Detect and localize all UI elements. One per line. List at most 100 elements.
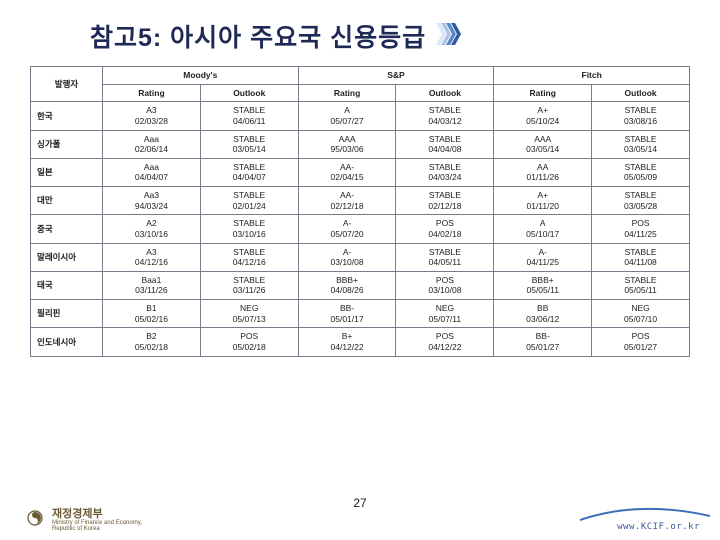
cell-value: AA- — [301, 190, 394, 201]
cell-date: 03/10/08 — [301, 257, 394, 268]
cell-value: POS — [398, 275, 491, 286]
value-cell: NEG05/07/13 — [200, 300, 298, 328]
value-cell: BBB+04/08/26 — [298, 271, 396, 299]
cell-value: Baa1 — [105, 275, 198, 286]
cell-value: A- — [301, 247, 394, 258]
value-cell: B205/02/18 — [103, 328, 201, 356]
cell-date: 03/05/14 — [496, 144, 589, 155]
cell-value: NEG — [203, 303, 296, 314]
cell-value: A2 — [105, 218, 198, 229]
footer-url: www.KCIF.or.kr — [617, 522, 700, 532]
cell-value: STABLE — [203, 105, 296, 116]
value-cell: STABLE03/05/28 — [592, 187, 690, 215]
cell-date: 03/10/08 — [398, 285, 491, 296]
value-cell: STABLE04/12/16 — [200, 243, 298, 271]
value-cell: BBB+05/05/11 — [494, 271, 592, 299]
table-row: 태국Baa103/11/26STABLE03/11/26BBB+04/08/26… — [31, 271, 690, 299]
cell-date: 02/06/14 — [105, 144, 198, 155]
value-cell: STABLE02/12/18 — [396, 187, 494, 215]
cell-value: Aaa — [105, 134, 198, 145]
value-cell: B105/02/16 — [103, 300, 201, 328]
cell-value: STABLE — [594, 134, 687, 145]
cell-date: 05/07/20 — [301, 229, 394, 240]
sub-outlook-2: Outlook — [592, 84, 690, 102]
cell-value: A — [496, 218, 589, 229]
header-agency-sp: S&P — [298, 67, 494, 85]
cell-date: 05/07/11 — [398, 314, 491, 325]
cell-date: 04/04/08 — [398, 144, 491, 155]
title-bar: 참고5: 아시아 주요국 신용등급 — [0, 0, 720, 60]
cell-date: 01/11/26 — [496, 172, 589, 183]
cell-date: 04/04/07 — [203, 172, 296, 183]
value-cell: NEG05/07/11 — [396, 300, 494, 328]
title-accent-icon — [436, 23, 462, 50]
cell-date: 05/07/13 — [203, 314, 296, 325]
cell-value: STABLE — [398, 162, 491, 173]
value-cell: STABLE02/01/24 — [200, 187, 298, 215]
value-cell: STABLE05/05/09 — [592, 158, 690, 186]
cell-date: 02/01/24 — [203, 201, 296, 212]
value-cell: STABLE04/04/07 — [200, 158, 298, 186]
cell-date: 02/12/18 — [398, 201, 491, 212]
cell-value: Aaa — [105, 162, 198, 173]
ratings-table: 발행자 Moody's S&P Fitch Rating Outlook Rat… — [30, 66, 690, 357]
cell-value: A+ — [496, 105, 589, 116]
cell-date: 01/11/20 — [496, 201, 589, 212]
value-cell: STABLE03/11/26 — [200, 271, 298, 299]
value-cell: A+01/11/20 — [494, 187, 592, 215]
cell-value: POS — [594, 331, 687, 342]
cell-date: 04/12/16 — [203, 257, 296, 268]
cell-date: 02/04/15 — [301, 172, 394, 183]
cell-value: BBB+ — [301, 275, 394, 286]
cell-value: AA- — [301, 162, 394, 173]
value-cell: POS04/11/25 — [592, 215, 690, 243]
cell-date: 03/05/14 — [594, 144, 687, 155]
cell-value: STABLE — [203, 162, 296, 173]
cell-date: 04/03/12 — [398, 116, 491, 127]
cell-value: BB- — [301, 303, 394, 314]
cell-value: STABLE — [398, 247, 491, 258]
value-cell: A-04/11/25 — [494, 243, 592, 271]
cell-date: 03/11/26 — [203, 285, 296, 296]
value-cell: Aaa04/04/07 — [103, 158, 201, 186]
value-cell: NEG05/07/10 — [592, 300, 690, 328]
cell-date: 02/12/18 — [301, 201, 394, 212]
cell-date: 03/06/12 — [496, 314, 589, 325]
header-agency-moodys: Moody's — [103, 67, 299, 85]
sub-outlook-1: Outlook — [396, 84, 494, 102]
value-cell: A302/03/28 — [103, 102, 201, 130]
cell-value: A3 — [105, 105, 198, 116]
cell-value: A- — [301, 218, 394, 229]
value-cell: Aa394/03/24 — [103, 187, 201, 215]
sub-rating-0: Rating — [103, 84, 201, 102]
footer-left: 재정경제부 Ministry of Finance and Economy, R… — [24, 507, 142, 534]
cell-value: STABLE — [398, 105, 491, 116]
cell-value: AA — [496, 162, 589, 173]
cell-value: B1 — [105, 303, 198, 314]
cell-date: 05/05/11 — [594, 285, 687, 296]
footer-org-en2: Republic of Korea — [52, 526, 142, 532]
cell-date: 05/10/24 — [496, 116, 589, 127]
value-cell: A05/10/17 — [494, 215, 592, 243]
value-cell: STABLE05/05/11 — [592, 271, 690, 299]
value-cell: A-05/07/20 — [298, 215, 396, 243]
cell-date: 04/03/24 — [398, 172, 491, 183]
cell-value: STABLE — [203, 190, 296, 201]
cell-date: 04/11/25 — [594, 229, 687, 240]
sub-outlook-0: Outlook — [200, 84, 298, 102]
cell-date: 05/10/17 — [496, 229, 589, 240]
cell-value: STABLE — [203, 275, 296, 286]
cell-date: 04/06/11 — [203, 116, 296, 127]
table-row: 필리핀B105/02/16NEG05/07/13BB-05/01/17NEG05… — [31, 300, 690, 328]
value-cell: POS05/01/27 — [592, 328, 690, 356]
value-cell: STABLE04/04/08 — [396, 130, 494, 158]
cell-value: BBB+ — [496, 275, 589, 286]
cell-value: A — [301, 105, 394, 116]
cell-value: NEG — [594, 303, 687, 314]
country-cell: 필리핀 — [31, 300, 103, 328]
header-agency-fitch: Fitch — [494, 67, 690, 85]
country-cell: 싱가폴 — [31, 130, 103, 158]
cell-date: 04/11/08 — [594, 257, 687, 268]
cell-value: B2 — [105, 331, 198, 342]
country-cell: 일본 — [31, 158, 103, 186]
